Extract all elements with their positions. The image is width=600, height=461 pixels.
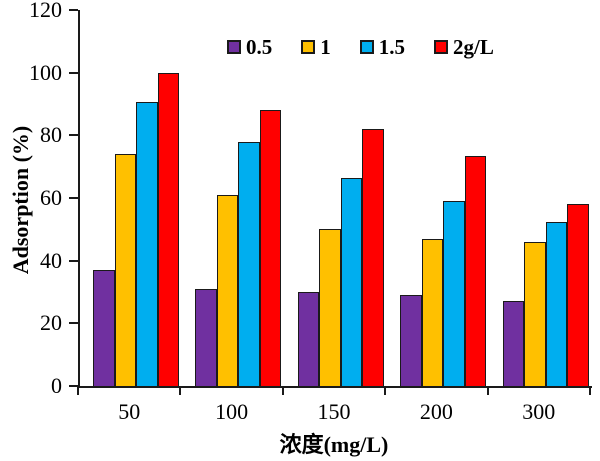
bar-2g/L-300 bbox=[567, 204, 589, 386]
legend-item-1: 1 bbox=[301, 36, 331, 58]
bar-1-200 bbox=[421, 238, 444, 386]
legend-label: 0.5 bbox=[246, 35, 273, 59]
y-axis-tick bbox=[69, 134, 78, 137]
y-tick-label: 0 bbox=[51, 373, 62, 398]
legend-label: 1 bbox=[320, 35, 331, 59]
bar-1.5-300 bbox=[545, 221, 568, 386]
plot-area: 0.5 1 1.5 2g/L bbox=[78, 10, 592, 388]
legend-item-0.5: 0.5 bbox=[227, 36, 272, 58]
y-tick-label: 120 bbox=[29, 0, 62, 22]
x-axis-tick bbox=[589, 386, 591, 395]
bar-0.5-200 bbox=[400, 295, 422, 386]
y-tick-label: 40 bbox=[40, 247, 62, 273]
x-tick-label: 100 bbox=[215, 399, 249, 424]
x-axis-tick bbox=[281, 386, 284, 395]
bar-1.5-150 bbox=[340, 177, 363, 386]
bar-1-300 bbox=[524, 241, 546, 386]
bar-2g/L-150 bbox=[362, 129, 384, 386]
y-axis-tick bbox=[69, 259, 78, 262]
bar-1-150 bbox=[319, 229, 341, 386]
bar-2g/L-50 bbox=[157, 72, 179, 386]
x-axis-tick bbox=[179, 386, 182, 395]
bar-1.5-100 bbox=[238, 141, 260, 386]
legend-label: 2g/L bbox=[453, 35, 494, 59]
bar-1.5-50 bbox=[136, 102, 158, 386]
x-axis-title: 浓度(mg/L) bbox=[279, 432, 389, 457]
bar-1-50 bbox=[114, 154, 136, 386]
y-axis-tick bbox=[69, 322, 78, 325]
y-axis-tick bbox=[69, 9, 78, 11]
x-tick-label: 50 bbox=[118, 399, 141, 424]
y-axis-tick bbox=[69, 197, 78, 199]
y-axis-tick bbox=[69, 385, 78, 387]
x-axis-tick bbox=[77, 386, 79, 395]
x-tick-label: 200 bbox=[419, 399, 453, 424]
legend-swatch-icon bbox=[227, 40, 241, 54]
bar-0.5-100 bbox=[195, 288, 217, 386]
y-tick-label: 60 bbox=[40, 185, 62, 210]
x-tick-label: 150 bbox=[317, 399, 351, 424]
bar-0.5-150 bbox=[297, 292, 320, 386]
bar-1.5-200 bbox=[443, 201, 465, 386]
bar-0.5-300 bbox=[502, 301, 525, 386]
x-axis-tick bbox=[384, 386, 387, 395]
y-tick-label: 80 bbox=[40, 122, 62, 148]
legend-swatch-icon bbox=[301, 40, 316, 54]
legend: 0.5 1 1.5 2g/L bbox=[227, 36, 494, 58]
bar-2g/L-200 bbox=[464, 155, 487, 386]
legend-item-2g/L: 2g/L bbox=[434, 36, 494, 58]
legend-swatch-icon bbox=[359, 40, 374, 54]
legend-item-1.5: 1.5 bbox=[359, 35, 405, 59]
y-tick-label: 20 bbox=[40, 310, 62, 336]
legend-swatch-icon bbox=[434, 40, 448, 54]
x-tick-label: 300 bbox=[522, 399, 556, 424]
x-axis-tick bbox=[486, 386, 489, 395]
y-tick-label: 100 bbox=[29, 59, 62, 85]
legend-label: 1.5 bbox=[378, 35, 405, 59]
bar-2g/L-100 bbox=[259, 110, 282, 386]
bar-0.5-50 bbox=[93, 270, 115, 386]
y-axis-tick bbox=[69, 71, 78, 74]
bar-1-100 bbox=[216, 194, 239, 386]
